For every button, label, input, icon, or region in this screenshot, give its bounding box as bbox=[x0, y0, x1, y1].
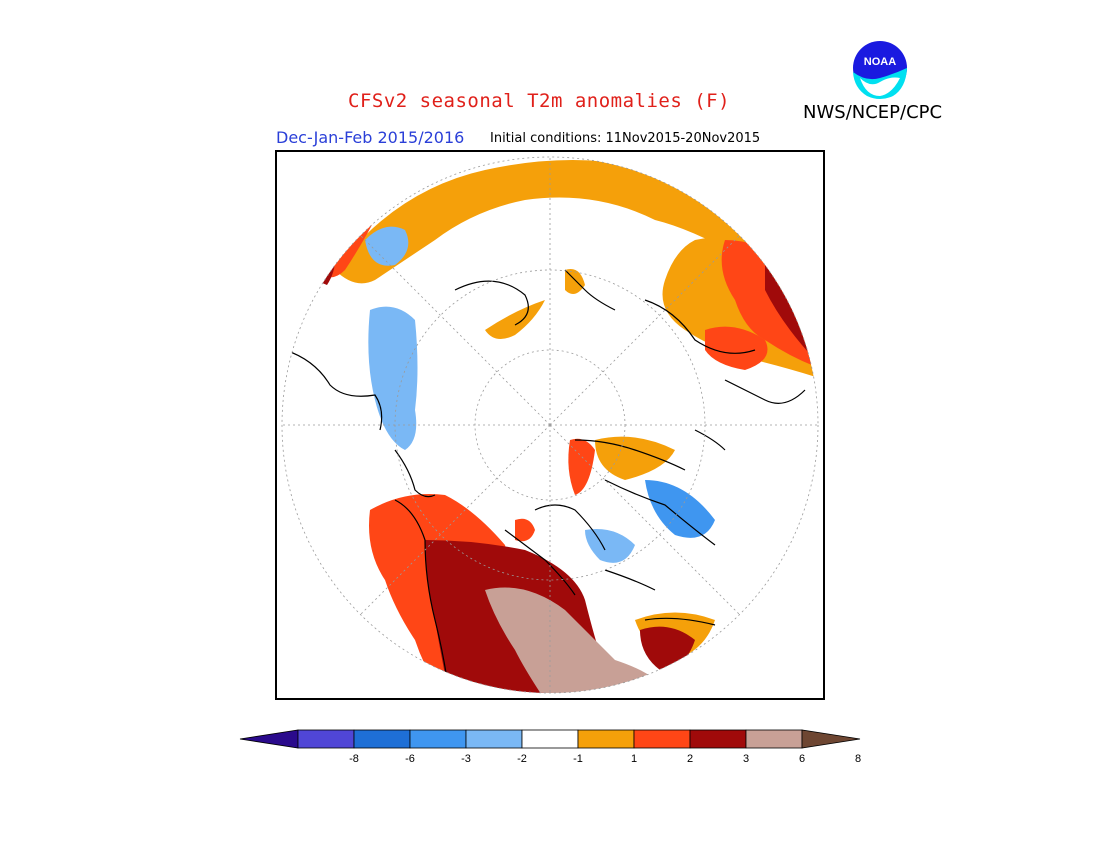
legend-swatch bbox=[297, 729, 355, 749]
legend-swatch bbox=[521, 729, 579, 749]
initial-conditions-label: Initial conditions: 11Nov2015-20Nov2015 bbox=[490, 131, 761, 146]
legend-swatch bbox=[353, 729, 411, 749]
anomaly-region-siberia-warm bbox=[335, 160, 815, 350]
anomaly-region-arctic-warm bbox=[485, 300, 545, 339]
legend-swatch bbox=[689, 729, 747, 749]
legend-swatch bbox=[577, 729, 635, 749]
anomaly-region-siberia-cool bbox=[365, 226, 409, 266]
map-title: CFSv2 seasonal T2m anomalies (F) bbox=[348, 90, 731, 112]
agency-label: NWS/NCEP/CPC bbox=[803, 102, 943, 123]
noaa-logo-text: NOAA bbox=[864, 56, 896, 68]
legend-tick-label: -8 bbox=[349, 753, 359, 765]
color-legend: -8 -6 -3 -2 -1 1 2 3 6 8 bbox=[239, 729, 861, 765]
legend-tick-label: -2 bbox=[517, 753, 527, 765]
noaa-logo: NOAA bbox=[849, 39, 911, 101]
legend-tick-label: -1 bbox=[573, 753, 583, 765]
anomaly-region-north-america-extreme bbox=[485, 587, 655, 693]
legend-tick-label: 6 bbox=[799, 753, 805, 765]
coastlines bbox=[284, 269, 806, 693]
anomaly-region-hudson-warm bbox=[515, 518, 535, 542]
anomaly-region-greenland-hot bbox=[568, 438, 595, 495]
legend-tick-label: 2 bbox=[687, 753, 693, 765]
anomaly-map bbox=[275, 150, 825, 700]
legend-swatch bbox=[409, 729, 467, 749]
anomaly-region-labrador-cool bbox=[645, 480, 715, 538]
legend-swatch bbox=[465, 729, 523, 749]
legend-tick-label: -6 bbox=[405, 753, 415, 765]
graticule bbox=[282, 157, 818, 693]
map-border bbox=[275, 150, 825, 700]
legend-swatch bbox=[745, 729, 803, 749]
legend-arrow-left bbox=[239, 729, 299, 749]
legend-tick-label: 8 bbox=[855, 753, 861, 765]
legend-swatch bbox=[633, 729, 691, 749]
anomaly-region-greenland-warm bbox=[595, 436, 675, 480]
legend-tick-label: 3 bbox=[743, 753, 749, 765]
legend-tick-label: 1 bbox=[631, 753, 637, 765]
anomaly-region-scandinavia-hot bbox=[705, 326, 768, 370]
anomaly-region-bering-cool bbox=[368, 306, 418, 450]
legend-arrow-right bbox=[801, 729, 861, 749]
legend-tick-label: -3 bbox=[461, 753, 471, 765]
season-label: Dec-Jan-Feb 2015/2016 bbox=[276, 128, 465, 147]
